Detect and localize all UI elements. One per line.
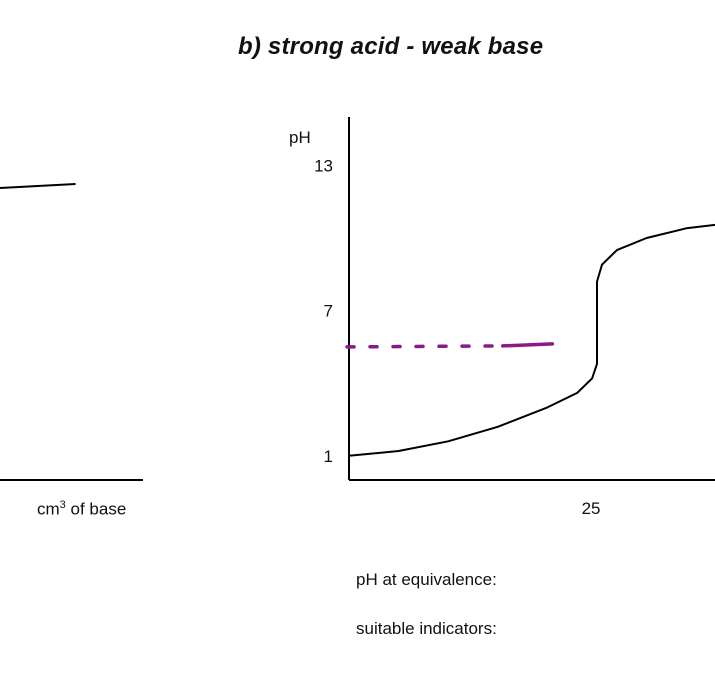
- x-axis-label-superscript: 3: [59, 499, 66, 511]
- x-axis-label-rest: of base: [65, 499, 127, 519]
- x-axis-label-base: cm: [37, 499, 60, 519]
- chart-title: b) strong acid - weak base: [238, 33, 544, 60]
- indicator-range-solid-line: [501, 342, 555, 348]
- suitable-indicators-label: suitable indicators:: [356, 619, 497, 638]
- y-tick-label: 13: [314, 156, 333, 175]
- x-axis-label-left: cm3 of base: [37, 499, 126, 520]
- y-axis-label: pH: [289, 128, 311, 147]
- ph-at-equivalence-label: pH at equivalence:: [356, 570, 497, 589]
- indicator-range-dashed-line: [345, 344, 505, 349]
- left-titration-curve: [0, 183, 76, 189]
- y-tick-label: 7: [324, 302, 333, 321]
- titration-curve: [348, 223, 715, 457]
- x-tick-label: 25: [582, 499, 601, 518]
- y-tick-label: 1: [324, 447, 333, 466]
